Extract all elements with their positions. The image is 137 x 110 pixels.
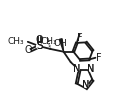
Text: N: N [73, 64, 81, 74]
Text: CH₃: CH₃ [8, 37, 25, 46]
Text: N: N [87, 64, 94, 74]
Text: S: S [36, 41, 43, 51]
Polygon shape [59, 39, 64, 52]
Text: O: O [24, 45, 32, 54]
Text: N: N [87, 64, 94, 74]
Text: F: F [77, 33, 82, 43]
Text: N: N [82, 80, 90, 90]
Circle shape [89, 67, 93, 71]
Text: CH₃: CH₃ [40, 37, 57, 46]
Text: O: O [35, 36, 43, 45]
Circle shape [37, 43, 42, 49]
Text: N: N [82, 80, 90, 90]
Text: F: F [96, 53, 102, 63]
Circle shape [75, 67, 79, 71]
Text: S: S [36, 41, 43, 51]
Text: N: N [73, 64, 81, 74]
Text: OH: OH [54, 39, 68, 48]
Circle shape [84, 83, 88, 87]
